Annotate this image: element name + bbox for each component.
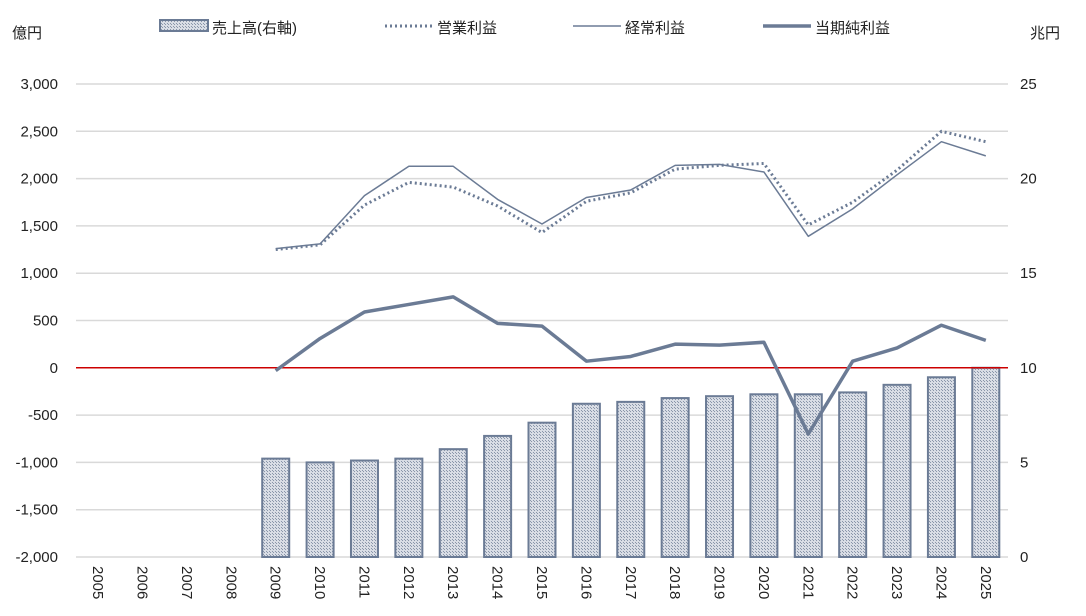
- bar-sales-2011: [349, 459, 379, 558]
- x-tick-label: 2023: [888, 566, 905, 599]
- legend-label: 売上高(右軸): [212, 20, 297, 37]
- bar-sales-2025: [971, 366, 1001, 558]
- x-tick-label: 2011: [355, 566, 372, 598]
- x-tick-label: 2017: [622, 566, 639, 599]
- x-tick-label: 2020: [755, 566, 772, 599]
- y-left-tick-label: 3,000: [20, 76, 58, 93]
- line-thick: [274, 295, 987, 436]
- bar-sales-2023: [882, 383, 912, 558]
- line-thin: [275, 140, 987, 250]
- legend-label: 営業利益: [437, 20, 497, 37]
- x-tick-label: 2019: [711, 566, 728, 599]
- y-left-tick-label: -1,000: [15, 454, 58, 471]
- x-tick-label: 2010: [311, 566, 328, 599]
- x-tick-label: 2007: [178, 566, 195, 599]
- y-left-tick-label: 2,500: [20, 123, 58, 140]
- y-left-tick-label: 2,000: [20, 171, 58, 188]
- y-right-tick-label: 25: [1020, 76, 1037, 93]
- x-tick-label: 2006: [134, 566, 151, 599]
- bar-sales-2013: [438, 448, 468, 559]
- y-left-tick-label: 1,500: [20, 218, 58, 235]
- x-tick-label: 2018: [666, 566, 683, 599]
- x-tick-label: 2013: [444, 566, 461, 599]
- y-right-tick-label: 15: [1020, 265, 1037, 282]
- y-left-tick-label: -2,000: [15, 549, 58, 566]
- bar-sales-2024: [926, 376, 956, 559]
- bar-sales-2019: [705, 395, 735, 558]
- bar-sales-2018: [660, 397, 690, 558]
- x-tick-label: 2008: [222, 566, 239, 599]
- right-axis-unit: 兆円: [1030, 25, 1060, 42]
- bar-sales-2014: [483, 434, 513, 558]
- y-left-tick-label: -1,500: [15, 502, 58, 519]
- legend-label: 経常利益: [625, 20, 685, 37]
- x-tick-label: 2015: [533, 566, 550, 599]
- x-tick-label: 2005: [89, 566, 106, 599]
- bar-sales-2022: [838, 391, 868, 558]
- y-left-tick-label: -500: [28, 407, 58, 424]
- bar-sales-2020: [749, 393, 779, 558]
- bar-sales-2017: [616, 400, 646, 558]
- y-right-tick-label: 10: [1020, 360, 1037, 377]
- bar-sales-2015: [527, 421, 557, 558]
- line-dotted: [275, 129, 987, 252]
- bar-sales-2016: [571, 402, 601, 558]
- left-axis-unit: 億円: [12, 25, 42, 42]
- x-tick-label: 2016: [577, 566, 594, 599]
- x-tick-label: 2012: [400, 566, 417, 599]
- x-tick-label: 2021: [799, 566, 816, 599]
- x-tick-label: 2024: [932, 566, 949, 599]
- bar-sales-2010: [305, 461, 335, 558]
- y-right-tick-label: 5: [1020, 454, 1028, 471]
- x-tick-label: 2025: [977, 566, 994, 599]
- legend-label: 当期純利益: [815, 20, 890, 37]
- y-right-tick-label: 20: [1020, 171, 1037, 188]
- legend-swatch-bar: [159, 19, 209, 32]
- x-tick-label: 2014: [489, 566, 506, 599]
- bar-sales-2012: [394, 457, 424, 558]
- x-tick-label: 2022: [844, 566, 861, 599]
- x-tick-label: 2009: [267, 566, 284, 599]
- y-left-tick-label: 0: [50, 360, 58, 377]
- y-left-tick-label: 500: [33, 313, 58, 330]
- y-right-tick-label: 0: [1020, 549, 1028, 566]
- bar-sales-2009: [261, 457, 291, 558]
- y-left-tick-label: 1,000: [20, 265, 58, 282]
